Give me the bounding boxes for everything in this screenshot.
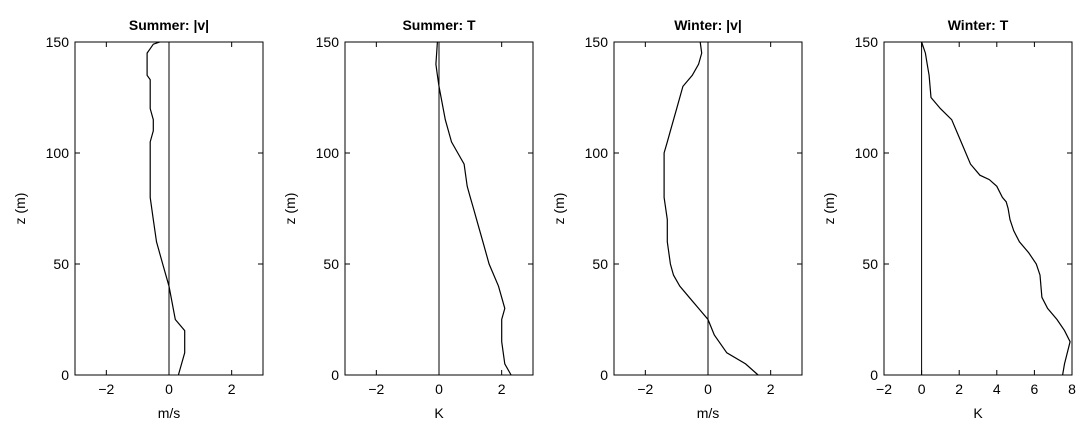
x-tick-label: 4 (993, 381, 1001, 397)
x-axis-label: m/s (697, 405, 720, 421)
y-tick-label: 100 (855, 145, 879, 161)
profile-line-1 (921, 41, 1071, 376)
y-tick-label: 0 (600, 367, 608, 383)
x-tick-label: 2 (767, 381, 775, 397)
y-axis-label: z (m) (12, 193, 28, 225)
plot-frame (883, 41, 1073, 376)
x-tick-label: −2 (368, 381, 384, 397)
x-axis-label: m/s (158, 405, 181, 421)
y-axis-label: z (m) (551, 193, 567, 225)
y-tick-label: 100 (585, 145, 609, 161)
y-tick-label: 0 (331, 367, 339, 383)
x-tick-label: 8 (1068, 381, 1076, 397)
x-tick-label: 0 (704, 381, 712, 397)
x-tick-label: −2 (876, 381, 892, 397)
x-tick-label: 0 (435, 381, 443, 397)
x-tick-label: 0 (165, 381, 173, 397)
profile-line-1 (663, 41, 759, 376)
y-tick-label: 150 (46, 34, 70, 50)
x-axis-label: K (434, 405, 444, 421)
x-tick-label: −2 (98, 381, 114, 397)
x-tick-label: 2 (955, 381, 963, 397)
y-tick-label: 0 (61, 367, 69, 383)
y-tick-label: 50 (53, 256, 69, 272)
y-tick-label: 0 (870, 367, 878, 383)
y-tick-label: 50 (592, 256, 608, 272)
subplot-title: Summer: |v| (129, 17, 209, 33)
subplot-title: Winter: |v| (674, 17, 742, 33)
y-tick-label: 150 (316, 34, 340, 50)
profile-line-1 (146, 41, 186, 376)
x-tick-label: −2 (637, 381, 653, 397)
y-tick-label: 100 (316, 145, 340, 161)
subplot-1: −2 0 2 0 50 100 150 Summer: |v| m/s z (m) (12, 17, 264, 421)
x-tick-label: 2 (228, 381, 236, 397)
profile-line-1 (435, 41, 512, 376)
y-tick-label: 150 (585, 34, 609, 50)
y-axis-label: z (m) (821, 193, 837, 225)
x-tick-label: 2 (498, 381, 506, 397)
subplot-3: −2 0 2 0 50 100 150 Winter: |v| m/s z (m) (551, 17, 803, 421)
subplot-2: −2 0 2 0 50 100 150 Summer: T Kz (m) (282, 17, 534, 421)
y-tick-label: 100 (46, 145, 70, 161)
subplot-title: Winter: T (948, 17, 1009, 33)
x-tick-label: 0 (918, 381, 926, 397)
x-axis-label: K (973, 405, 983, 421)
x-tick-label: 6 (1031, 381, 1039, 397)
y-tick-label: 150 (855, 34, 879, 50)
y-tick-label: 50 (323, 256, 339, 272)
y-axis-label: z (m) (282, 193, 298, 225)
subplot-title: Summer: T (402, 17, 476, 33)
y-tick-label: 50 (862, 256, 878, 272)
